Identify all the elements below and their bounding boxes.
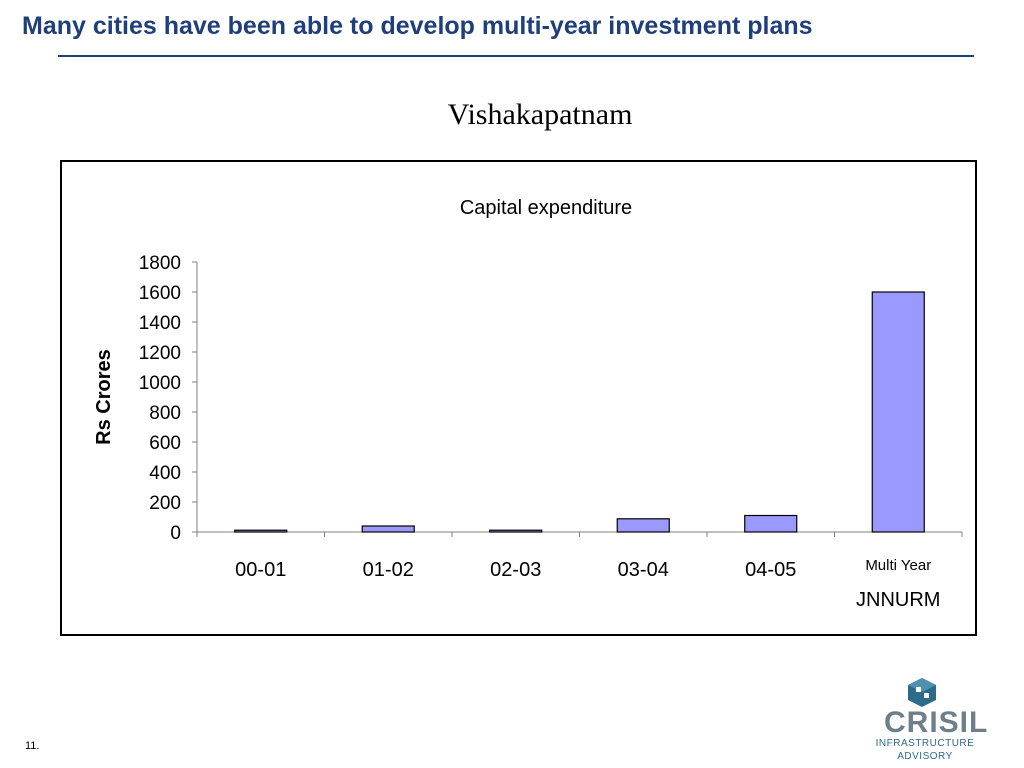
y-tick-label: 1400 xyxy=(139,313,181,334)
x-tick-label: 00-01 xyxy=(235,559,286,581)
y-tick-label: 200 xyxy=(149,493,181,514)
page-number: 11. xyxy=(25,740,40,752)
bar-chart: Capital expenditure Rs Crores 0 200 400 600 80… xyxy=(93,197,963,611)
y-tick-label: 1600 xyxy=(139,283,181,304)
bar xyxy=(744,514,798,533)
x-group-label: JNNURM xyxy=(856,589,940,611)
y-tick-label: 600 xyxy=(149,433,181,454)
bar xyxy=(616,518,670,533)
x-tick-label: 02-03 xyxy=(490,559,541,581)
y-tick-label: 0 xyxy=(170,523,181,544)
y-tick-label: 400 xyxy=(149,463,181,484)
y-tick-label: 800 xyxy=(149,403,181,424)
x-tick-label: Multi Year xyxy=(865,557,931,574)
x-tick-label: 01-02 xyxy=(363,559,414,581)
bar xyxy=(361,525,415,533)
y-tick-label: 1800 xyxy=(139,253,181,274)
bar xyxy=(871,291,925,533)
logo-line-1: INFRASTRUCTURE xyxy=(875,738,975,749)
y-axis-label: Rs Crores xyxy=(93,349,115,445)
crisil-cube-icon xyxy=(908,678,936,707)
slide-title: Many cities have been able to develop mu… xyxy=(22,12,813,40)
bar xyxy=(234,529,288,533)
bar xyxy=(489,529,543,533)
chart-title: Capital expenditure xyxy=(460,197,632,219)
x-tick-label: 04-05 xyxy=(745,559,796,581)
y-tick-label: 1000 xyxy=(139,373,181,394)
logo-line-2: ADVISORY xyxy=(897,751,953,762)
x-tick-label: 03-04 xyxy=(618,559,669,581)
chart-subtitle: Vishakapatnam xyxy=(447,98,633,131)
title-divider xyxy=(58,55,974,57)
logo-word: CRISIL xyxy=(884,706,989,739)
y-tick-label: 1200 xyxy=(139,343,181,364)
chart-frame: Capital expenditure Rs Crores 0 200 400 600 80… xyxy=(60,160,977,636)
